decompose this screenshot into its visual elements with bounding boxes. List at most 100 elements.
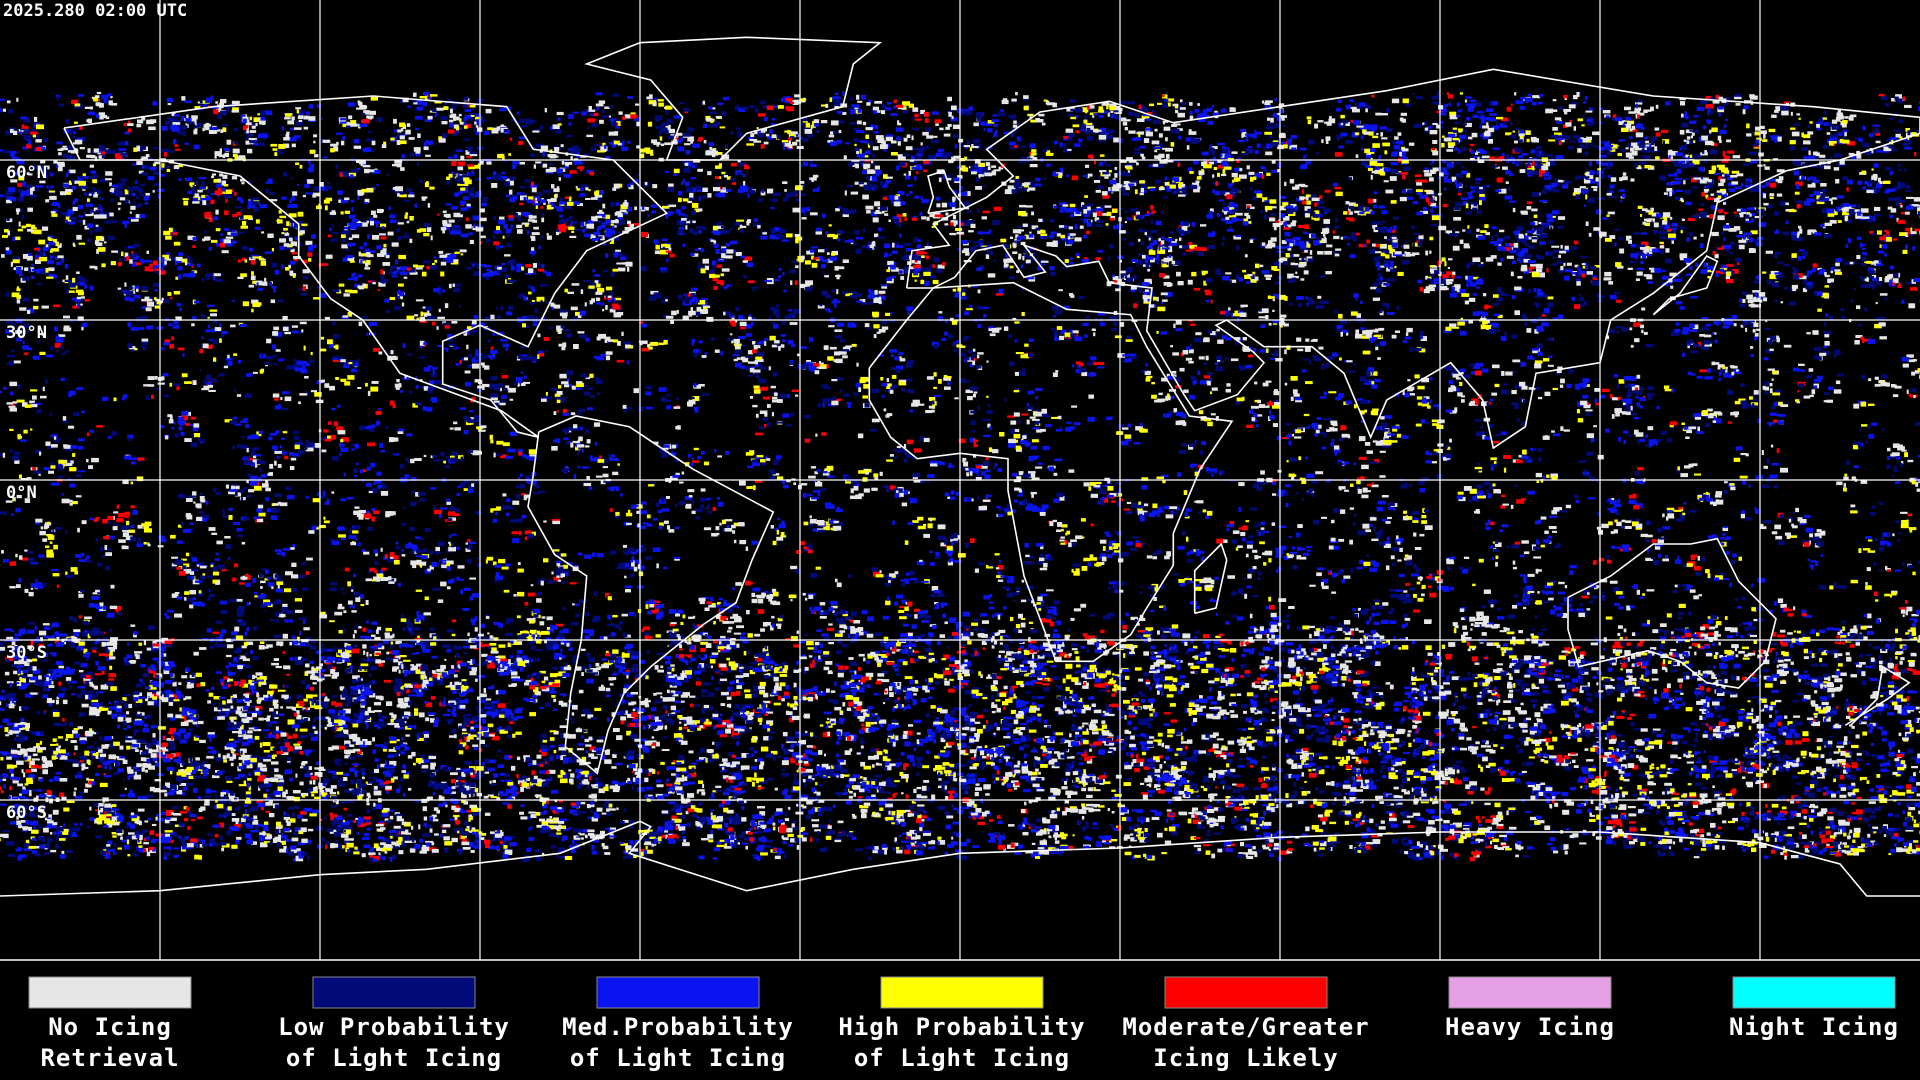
icing-pixel (774, 279, 780, 281)
icing-pixel (74, 122, 78, 124)
icing-pixel (244, 131, 246, 134)
icing-pixel (215, 101, 218, 103)
icing-pixel (1098, 250, 1103, 253)
icing-pixel (1065, 259, 1069, 263)
icing-pixel (890, 113, 897, 116)
icing-pixel (1831, 134, 1839, 138)
icing-pixel (259, 204, 267, 208)
icing-pixel (1317, 120, 1323, 122)
icing-pixel (1067, 149, 1071, 151)
icing-pixel (136, 161, 142, 165)
icing-pixel (973, 123, 979, 127)
icing-pixel (1392, 99, 1399, 104)
icing-pixel (400, 194, 407, 197)
icing-pixel (364, 202, 368, 204)
icing-pixel (1275, 123, 1280, 128)
icing-pixel (111, 220, 118, 223)
icing-pixel (90, 210, 93, 212)
icing-pixel (36, 185, 44, 188)
icing-pixel (511, 224, 513, 229)
icing-pixel (1837, 195, 1845, 198)
icing-pixel (1195, 109, 1200, 113)
icing-pixel (834, 101, 840, 106)
icing-pixel (984, 232, 991, 235)
icing-pixel (184, 100, 191, 103)
icing-pixel (90, 266, 96, 269)
icing-pixel (1106, 223, 1109, 226)
icing-pixel (1660, 226, 1664, 229)
icing-pixel (1339, 146, 1344, 149)
icing-pixel (246, 141, 250, 145)
icing-pixel (145, 202, 149, 205)
icing-pixel (1904, 169, 1907, 172)
icing-pixel (1509, 244, 1514, 246)
icing-pixel (796, 140, 800, 142)
icing-pixel (311, 234, 316, 239)
icing-pixel (1390, 269, 1395, 272)
icing-pixel (467, 204, 471, 207)
icing-pixel (926, 135, 933, 138)
icing-pixel (1585, 265, 1588, 270)
icing-pixel (533, 271, 535, 273)
icing-pixel (1618, 153, 1623, 156)
icing-pixel (760, 100, 765, 104)
icing-pixel (1627, 128, 1629, 130)
icing-pixel (715, 176, 719, 179)
icing-pixel (1044, 177, 1046, 180)
icing-pixel (1843, 140, 1850, 144)
icing-pixel (1680, 258, 1684, 260)
icing-pixel (487, 177, 492, 179)
icing-pixel (270, 192, 275, 195)
icing-pixel (1386, 108, 1390, 113)
icing-pixel (400, 140, 407, 144)
icing-pixel (1391, 169, 1399, 174)
icing-pixel (668, 136, 674, 140)
icing-pixel (308, 258, 311, 262)
icing-pixel (1732, 171, 1740, 174)
icing-pixel (1113, 138, 1119, 143)
icing-pixel (1686, 202, 1693, 205)
icing-pixel (917, 244, 921, 248)
icing-pixel (1560, 266, 1563, 270)
icing-pixel (465, 109, 472, 112)
icing-pixel (1040, 234, 1047, 236)
icing-pixel (376, 223, 379, 228)
icing-pixel (142, 172, 149, 175)
icing-pixel (686, 188, 693, 193)
icing-pixel (1526, 206, 1531, 210)
icing-pixel (377, 117, 383, 122)
icing-pixel (83, 173, 86, 176)
icing-pixel (1078, 139, 1082, 143)
icing-pixel (1643, 222, 1647, 225)
icing-pixel (48, 242, 54, 246)
icing-pixel (532, 131, 539, 133)
icing-pixel (1017, 136, 1021, 141)
icing-pixel (1101, 205, 1105, 208)
icing-pixel (443, 224, 450, 227)
icing-pixel (817, 130, 819, 132)
icing-pixel (730, 177, 734, 181)
icing-pixel (162, 126, 168, 131)
icing-pixel (1164, 127, 1171, 131)
icing-pixel (1432, 151, 1438, 156)
icing-pixel (856, 95, 859, 100)
icing-pixel (1404, 245, 1410, 249)
icing-pixel (1475, 182, 1480, 184)
icing-pixel (78, 94, 84, 97)
icing-pixel (226, 190, 232, 195)
icing-pixel (1402, 119, 1407, 123)
icing-pixel (537, 192, 541, 196)
icing-pixel (1829, 141, 1837, 144)
icing-pixel (284, 243, 290, 247)
icing-pixel (161, 260, 164, 263)
icing-pixel (450, 109, 453, 114)
icing-pixel (1024, 188, 1027, 191)
icing-pixel (1530, 222, 1535, 225)
icing-pixel (1370, 128, 1377, 131)
icing-pixel (936, 153, 943, 157)
icing-pixel (1637, 114, 1640, 119)
icing-pixel (445, 203, 451, 205)
icing-pixel (174, 242, 181, 246)
icing-pixel (1735, 215, 1740, 217)
icing-pixel (677, 147, 684, 152)
